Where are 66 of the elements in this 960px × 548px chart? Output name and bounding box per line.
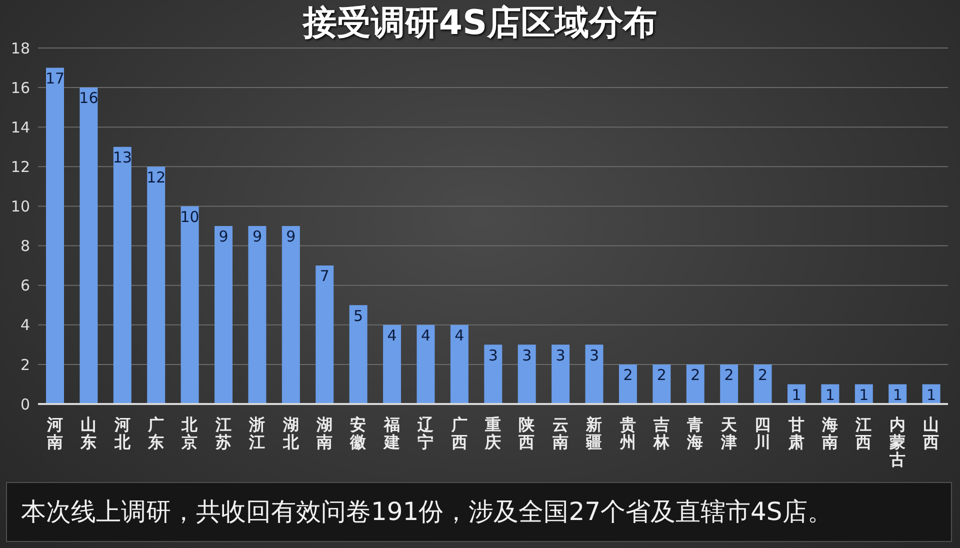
x-tick-label: 四川 [754,415,771,452]
x-tick-label: 贵州 [618,415,636,452]
x-tick-label: 河南 [46,415,63,452]
data-label: 2 [656,366,666,384]
x-tick-label: 甘肃 [787,415,804,452]
data-label: 7 [320,267,330,286]
x-tick-label: 重庆 [484,415,501,452]
data-label: 17 [45,69,65,88]
data-label: 1 [825,386,835,404]
x-tick-label: 湖北 [282,415,300,452]
y-tick-label: 14 [10,118,30,136]
data-label: 4 [454,326,464,345]
data-label: 2 [758,366,768,384]
data-label: 2 [690,366,700,384]
data-label: 2 [623,366,633,384]
data-label: 5 [354,306,364,325]
data-label: 3 [522,346,532,364]
data-label: 2 [724,366,734,384]
data-label: 3 [488,346,498,364]
data-label: 4 [420,326,431,345]
x-tick-label: 山西 [922,415,940,452]
x-tick-label: 湖南 [315,415,332,452]
y-tick-label: 10 [10,198,30,216]
data-label: 4 [387,326,397,345]
data-label: 3 [556,346,566,364]
y-tick-label: 12 [10,158,30,176]
x-tick-label: 北京 [180,415,199,452]
x-tick-label: 安徽 [349,415,368,452]
data-label: 9 [286,228,296,246]
x-tick-label: 新疆 [585,415,602,452]
y-tick-label: 2 [20,356,30,374]
x-tick-label: 广东 [146,415,164,452]
x-tick-label: 浙江 [248,415,266,452]
x-tick-label: 河北 [113,415,132,452]
data-label: 1 [892,386,902,404]
data-label: 1 [792,386,802,404]
x-tick-label: 江苏 [214,415,232,452]
x-tick-label: 青海 [686,415,704,452]
data-label: 1 [859,386,869,404]
data-label: 1 [926,386,936,404]
data-label: 9 [218,228,228,246]
x-tick-label: 云南 [551,415,568,452]
y-tick-label: 0 [20,395,30,414]
x-tick-label: 山东 [80,415,97,452]
data-label: 3 [589,346,600,364]
y-tick-label: 6 [20,276,30,295]
x-tick-label: 江西 [854,415,872,452]
x-tick-label: 吉林 [652,415,671,452]
data-label: 12 [146,168,166,186]
chart-title: 接受调研4S店区域分布 [302,3,658,43]
data-label: 16 [79,89,98,108]
y-tick-label: 16 [10,78,30,97]
x-tick-label: 陕西 [518,415,536,452]
x-tick-label: 福建 [382,415,400,452]
data-label: 10 [180,208,200,226]
data-label: 9 [252,228,262,246]
data-label: 13 [112,148,132,167]
text: 本次线上调研，共收回有效问卷191份，涉及全国27个省及直辖市4S店。 [21,497,832,526]
y-tick-label: 8 [20,237,30,256]
x-tick-label: 辽宁 [416,415,435,452]
y-tick-label: 4 [20,316,30,334]
x-tick-label: 天津 [720,415,738,452]
x-tick-label: 内蒙古 [888,415,906,470]
x-tick-label: 海南 [821,415,838,452]
y-tick-label: 18 [10,39,30,58]
x-tick-label: 广西 [450,415,468,452]
